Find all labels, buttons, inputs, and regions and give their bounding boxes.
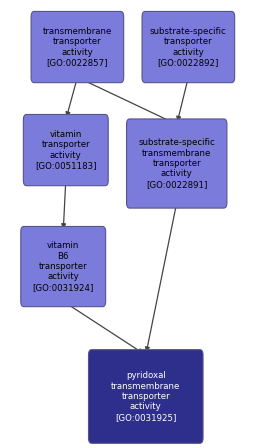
Text: transmembrane
transporter
activity
[GO:0022857]: transmembrane transporter activity [GO:0… xyxy=(43,27,112,67)
Text: pyridoxal
transmembrane
transporter
activity
[GO:0031925]: pyridoxal transmembrane transporter acti… xyxy=(111,371,180,422)
Text: vitamin
transporter
activity
[GO:0051183]: vitamin transporter activity [GO:0051183… xyxy=(35,130,96,170)
FancyBboxPatch shape xyxy=(126,119,227,208)
Text: substrate-specific
transmembrane
transporter
activity
[GO:0022891]: substrate-specific transmembrane transpo… xyxy=(138,138,215,189)
Text: substrate-specific
transporter
activity
[GO:0022892]: substrate-specific transporter activity … xyxy=(150,27,227,67)
FancyBboxPatch shape xyxy=(31,11,124,82)
FancyBboxPatch shape xyxy=(88,349,203,444)
FancyBboxPatch shape xyxy=(21,226,106,306)
FancyBboxPatch shape xyxy=(142,11,235,82)
FancyBboxPatch shape xyxy=(23,114,108,185)
Text: vitamin
B6
transporter
activity
[GO:0031924]: vitamin B6 transporter activity [GO:0031… xyxy=(33,241,94,292)
